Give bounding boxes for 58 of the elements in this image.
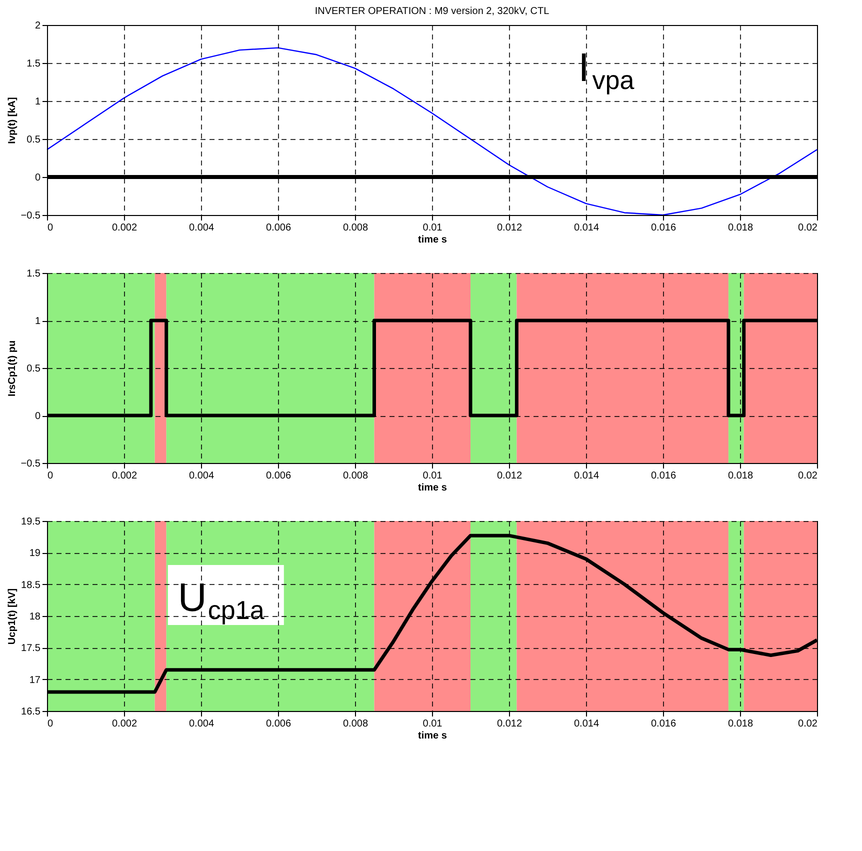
y-tick-label: 16.5	[21, 706, 41, 718]
y-tick-label: 0.5	[26, 134, 41, 146]
y-tick-label: 1	[34, 96, 41, 108]
x-tick-label: 0.01	[422, 470, 443, 482]
x-tick-label: 0.002	[112, 222, 138, 234]
y-tick-label: 17	[29, 674, 41, 686]
x-tick-label: 0.018	[728, 470, 754, 482]
x-tick-label: 0.004	[188, 222, 214, 234]
x-tick-label: 0.002	[112, 470, 138, 482]
x-tick-label: 0.006	[266, 470, 292, 482]
x-tick-label: 0.012	[496, 718, 522, 730]
x-axis-title: time s	[418, 234, 448, 246]
x-tick-label: 0	[48, 470, 54, 482]
x-tick-label: 0.01	[422, 222, 443, 234]
y-tick-label: 1.5	[26, 268, 41, 280]
x-axis-title: time s	[418, 482, 448, 494]
y-tick-label: 19	[29, 548, 41, 560]
y-tick-label: 0.5	[26, 364, 41, 374]
x-tick-label: 0.006	[266, 222, 292, 234]
x-tick-label: 0.012	[496, 470, 522, 482]
y-tick-label: −0.5	[20, 458, 41, 470]
y-tick-label: 18.5	[21, 580, 41, 591]
x-tick-label: 0.018	[728, 222, 754, 234]
x-tick-label: 0	[48, 222, 54, 234]
x-tick-label: 0.002	[112, 718, 138, 730]
x-tick-label: 0.008	[342, 470, 368, 482]
chart-title: INVERTER OPERATION : M9 version 2, 320kV, CTL	[314, 6, 550, 17]
x-tick-label: 0.006	[266, 718, 292, 730]
x-tick-label: 0.016	[650, 222, 676, 234]
x-tick-label: 0.018	[728, 718, 754, 730]
x-tick-label: 0	[48, 718, 54, 730]
x-tick-label: 0.004	[188, 470, 214, 482]
y-tick-label: −0.5	[20, 210, 41, 222]
x-tick-label: 0.016	[650, 470, 676, 482]
y-tick-label: 1	[34, 316, 41, 327]
y-tick-label: 0	[34, 172, 41, 184]
x-tick-label: 0.008	[342, 718, 368, 730]
y-axis-title: IrsCp1(t) pu	[6, 340, 18, 397]
y-tick-label: 0	[34, 411, 41, 422]
y-tick-label: 2	[34, 20, 41, 32]
x-tick-label: 0.014	[574, 222, 600, 234]
y-tick-label: 17.5	[21, 643, 41, 654]
x-tick-label: 0.016	[650, 718, 676, 730]
x-axis-title: time s	[418, 730, 448, 742]
x-tick-label: 0.012	[496, 222, 522, 234]
x-tick-label: 0.004	[188, 718, 214, 730]
y-axis-title: Ivp(t) [kA]	[6, 97, 18, 144]
x-tick-label: 0.014	[574, 470, 600, 482]
y-tick-label: 19.5	[21, 516, 41, 528]
x-tick-label: 0.02	[798, 222, 818, 234]
y-tick-label: 18	[29, 612, 41, 622]
x-tick-label: 0.01	[422, 718, 443, 730]
x-tick-label: 0.014	[574, 718, 600, 730]
y-tick-label: 1.5	[26, 58, 41, 70]
x-tick-label: 0.008	[342, 222, 368, 234]
x-tick-label: 0.02	[798, 470, 818, 482]
y-axis-title: Ucp1(t) [kV]	[7, 588, 18, 645]
x-tick-label: 0.02	[798, 718, 818, 730]
